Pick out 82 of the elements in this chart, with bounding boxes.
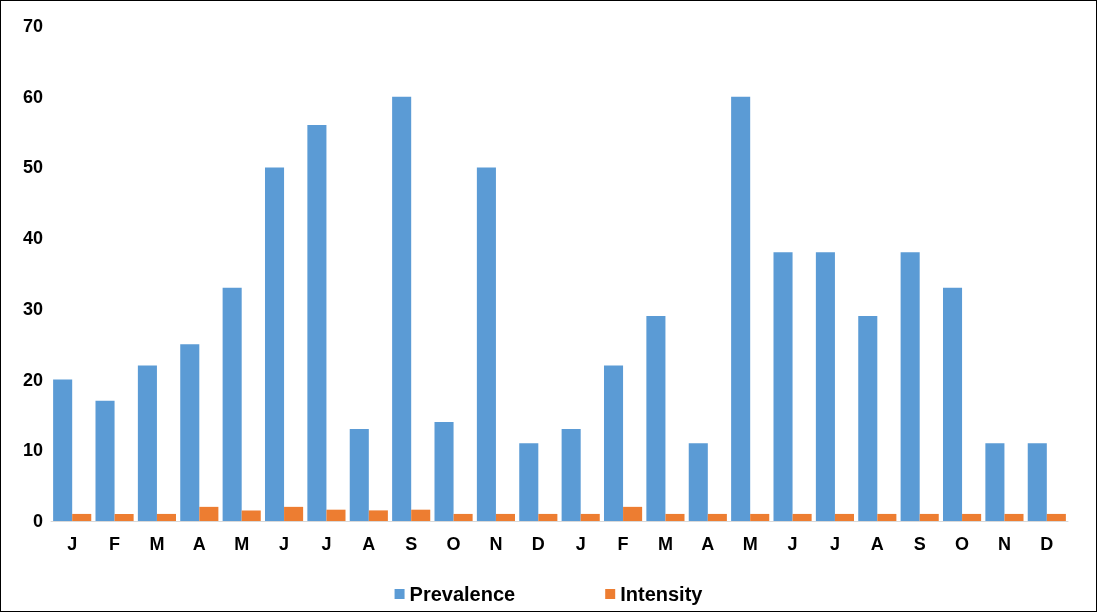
y-tick-label: 70 <box>22 16 43 36</box>
x-tick-label: J <box>67 534 78 554</box>
x-tick-label: A <box>192 534 206 554</box>
y-tick-label: 0 <box>32 511 43 531</box>
bar <box>665 513 685 521</box>
bar <box>434 422 454 521</box>
bar <box>561 429 581 521</box>
legend-label: Intensity <box>620 583 704 605</box>
bar <box>453 513 473 521</box>
bar <box>392 96 412 521</box>
bar <box>792 513 812 521</box>
x-tick-label: M <box>657 534 673 554</box>
bar <box>495 513 516 521</box>
bar <box>53 379 73 521</box>
x-tick-label: O <box>955 534 970 554</box>
x-tick-label: N <box>489 534 503 554</box>
x-tick-label: A <box>362 534 376 554</box>
bar <box>326 509 346 521</box>
y-tick-label: 50 <box>22 157 43 178</box>
bar <box>137 365 157 521</box>
bar <box>877 513 897 521</box>
x-tick-label: F <box>109 534 121 554</box>
bar <box>519 443 539 521</box>
bar <box>241 510 261 521</box>
x-tick-label: J <box>787 534 798 554</box>
x-tick-label: A <box>701 534 715 554</box>
x-tick-label: M <box>234 534 250 554</box>
bar <box>476 167 496 521</box>
bar <box>731 96 751 521</box>
bar <box>900 252 920 521</box>
bar <box>773 252 793 521</box>
bar <box>580 513 600 521</box>
legend-label: Prevalence <box>409 583 516 605</box>
bar <box>307 125 327 521</box>
bar <box>1027 443 1047 521</box>
bar <box>688 443 708 521</box>
bar <box>156 513 177 521</box>
x-tick-label: J <box>575 534 586 554</box>
bar <box>95 400 115 521</box>
x-tick-label: J <box>829 534 840 554</box>
x-tick-label: F <box>617 534 629 554</box>
x-tick-label: D <box>1040 534 1054 554</box>
x-tick-label: S <box>913 534 926 554</box>
bar <box>349 429 369 521</box>
x-tick-label: M <box>149 534 165 554</box>
bar <box>222 287 242 521</box>
y-tick-label: 40 <box>22 228 43 249</box>
x-tick-label: N <box>997 534 1011 554</box>
bar <box>538 513 558 521</box>
bar <box>411 509 431 521</box>
x-tick-label: J <box>279 534 290 554</box>
bar <box>284 506 304 521</box>
x-tick-label: J <box>321 534 332 554</box>
bar <box>962 513 982 521</box>
x-tick-label: O <box>446 534 461 554</box>
bar <box>646 315 666 521</box>
bar <box>858 315 878 521</box>
bar <box>985 443 1005 521</box>
bar <box>114 513 134 521</box>
bar <box>264 167 285 521</box>
bar <box>834 513 855 521</box>
y-tick-label: 10 <box>22 440 43 461</box>
x-tick-label: A <box>870 534 884 554</box>
bar <box>623 506 643 521</box>
bar <box>919 513 939 521</box>
bar <box>180 344 200 521</box>
y-tick-label: 60 <box>22 86 43 107</box>
bar <box>1046 513 1066 521</box>
bar <box>72 513 92 521</box>
y-tick-label: 30 <box>22 298 43 319</box>
bar <box>942 287 963 521</box>
x-tick-label: M <box>742 534 758 554</box>
bar <box>750 513 770 521</box>
bar <box>603 365 624 521</box>
x-tick-label: S <box>405 534 418 554</box>
bar <box>1004 513 1024 521</box>
bar <box>815 252 835 521</box>
x-tick-label: D <box>531 534 545 554</box>
bar <box>368 510 388 521</box>
bar <box>707 513 727 521</box>
bar <box>199 506 219 521</box>
y-tick-label: 20 <box>22 369 43 390</box>
